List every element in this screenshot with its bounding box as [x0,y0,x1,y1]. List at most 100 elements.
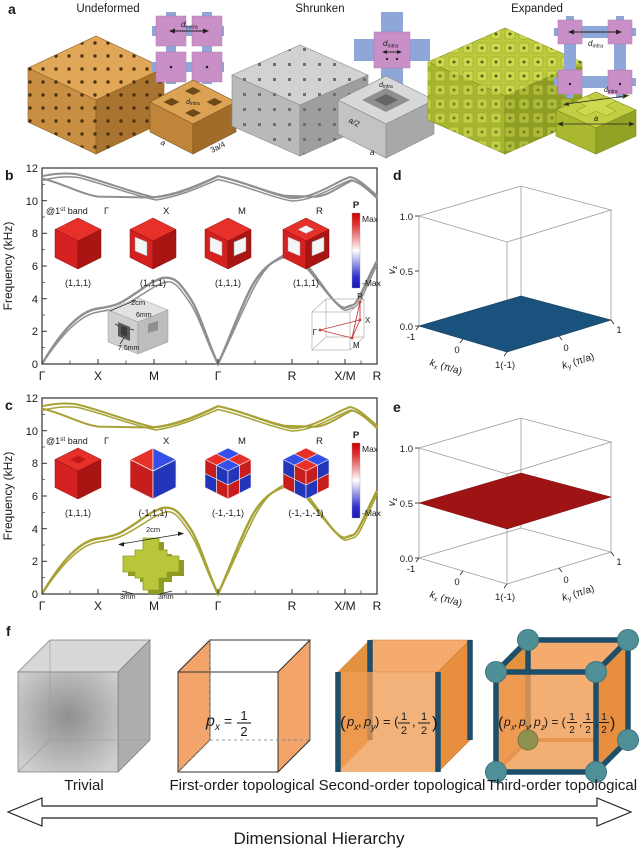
mode-cube-gamma [54,447,102,500]
svg-text:2: 2 [401,725,407,737]
ky-axis-title: ky (π/a) [561,351,596,372]
edge-a-label: a [594,114,599,123]
svg-text:x: x [353,722,359,732]
svg-text:R: R [373,369,382,383]
svg-text:2: 2 [240,724,247,739]
panel-f-label: f [6,623,11,639]
svg-text:): ) [610,715,615,732]
svg-text:6: 6 [32,261,38,273]
svg-text:(1,1,1): (1,1,1) [140,278,166,288]
svg-text:X/M: X/M [334,369,355,383]
dimensional-hierarchy-label: Dimensional Hierarchy [233,829,405,848]
svg-text:X: X [94,369,102,383]
svg-text:10: 10 [26,426,38,438]
mode-point-m: M [238,436,246,447]
z-axis-title: vz [387,497,399,506]
svg-text:0: 0 [454,577,459,588]
z-tick-labels: 0.0 0.5 1.0 [400,212,413,333]
band-curves [40,172,379,367]
svg-text:x: x [510,723,516,732]
svg-text:2: 2 [32,556,38,568]
sample-dim-3mm-left: 3mm [120,594,136,601]
svg-text:1(-1): 1(-1) [495,360,515,371]
mode-point-x: X [163,436,170,447]
svg-text:1: 1 [601,712,607,723]
svg-text:2: 2 [569,725,575,736]
svg-text:1: 1 [421,711,427,723]
svg-text:(1,1,1): (1,1,1) [215,278,241,288]
svg-text:-1: -1 [407,564,415,575]
svg-text:8: 8 [32,228,38,240]
bz-point-r: R [357,292,363,301]
colorbar-title: P [353,200,360,211]
svg-text:,: , [579,715,582,729]
undeformed-unitcell-schematic: dextra [152,12,224,84]
svg-text:p: p [363,714,371,729]
plot-frame [41,167,378,365]
svg-text:0: 0 [563,343,568,354]
svg-text:0.5: 0.5 [400,499,413,510]
x-tick-labels: Γ X M Γ R X/M R [39,369,382,383]
kx-axis-title: kx (π/a) [428,358,463,379]
svg-text:p: p [533,715,541,729]
band-curves [40,402,379,597]
sample-dim-2cm: 2cm [146,525,160,534]
edge-a-label: a [370,148,375,157]
svg-text:y: y [370,722,376,732]
y-axis-title: Frequency (kHz) [1,222,15,311]
svg-text:2: 2 [585,725,591,736]
bz-point-x: X [365,316,371,325]
svg-text:M: M [149,599,159,613]
svg-text:Γ: Γ [39,599,46,613]
ky-axis-title: ky (π/a) [561,583,596,604]
svg-text:1: 1 [401,711,407,723]
bz-point-m: M [353,341,360,350]
svg-text:1: 1 [585,712,591,723]
wannier-plane-vz05 [418,472,612,530]
svg-text:Γ: Γ [215,369,222,383]
svg-text:(1,1,1): (1,1,1) [293,278,319,288]
shrunken-unitcell-3d: dintra a/2 a [337,75,435,159]
panel-c-label: c [5,397,13,413]
svg-text:) = (: ) = ( [544,715,566,729]
svg-text:1: 1 [616,325,621,336]
svg-text:,: , [529,715,532,729]
colorbar-min: -Max [362,508,382,518]
colorbar-min: -Max [362,278,382,288]
dimensional-hierarchy-arrow [6,797,633,827]
panel-e-label: e [393,399,401,415]
svg-text:0: 0 [32,589,38,601]
mode-cube-x [129,217,177,270]
sample-dim-75mm: 7.5mm [118,345,140,352]
edge-a-label: a [159,138,168,148]
panel-a-structures: a Undeformed Shrunken Expanded dextra [8,1,637,159]
svg-text:0: 0 [563,575,568,586]
svg-text:0: 0 [32,359,38,371]
svg-text:1: 1 [616,557,621,568]
mode-cube-x [129,447,177,500]
axis-ticks [41,167,378,365]
svg-text:p: p [346,714,354,729]
expanded-unitcell-3d: dintra a [555,87,637,155]
expanded-title: Expanded [511,3,563,15]
svg-text:): ) [432,713,438,732]
sample-cube-inset: 2cm 6mm 7.5mm [107,297,169,355]
mode-point-m: M [238,206,246,217]
svg-text:=: = [224,713,232,729]
y-tick-labels: 0 2 4 6 8 10 12 [26,393,38,601]
colorbar-title: P [353,430,360,441]
mode-cube-r [282,447,330,500]
svg-text:(-1,-1,1): (-1,-1,1) [212,508,244,518]
d-intra-label: dintra [588,39,604,50]
panel-b-label: b [5,167,14,183]
svg-text:x: x [214,722,221,733]
svg-text:Γ: Γ [39,369,46,383]
svg-text:1.0: 1.0 [400,212,413,223]
corner-spheres [485,629,639,783]
d-intra-label: dintra [383,39,399,50]
axis-ticks [41,397,378,595]
y-tick-labels: 0 2 4 6 8 10 12 [26,163,38,371]
x-tick-labels: Γ X M Γ R X/M R [39,599,382,613]
svg-text:Γ: Γ [215,599,222,613]
svg-text:R: R [373,599,382,613]
